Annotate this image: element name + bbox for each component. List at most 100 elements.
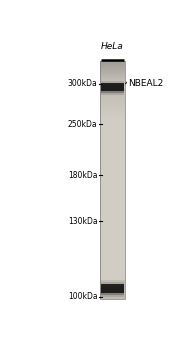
Bar [100, 268, 125, 269]
Bar [100, 226, 125, 227]
Bar [100, 95, 125, 96]
Bar [100, 150, 125, 152]
Bar [100, 125, 125, 126]
Bar [100, 107, 125, 108]
Bar [100, 290, 125, 292]
Bar [100, 229, 125, 230]
Bar [100, 224, 125, 225]
Bar [100, 231, 125, 232]
Bar [100, 84, 125, 85]
Bar [100, 143, 125, 144]
Bar [100, 89, 125, 90]
Bar [100, 298, 125, 299]
Bar [100, 295, 125, 296]
Bar [100, 110, 125, 111]
Bar [100, 192, 125, 193]
Bar [100, 197, 125, 198]
Bar [100, 253, 125, 254]
Bar [100, 173, 125, 174]
Bar [100, 156, 125, 157]
Bar [101, 88, 124, 93]
Bar [101, 85, 124, 91]
Bar [100, 224, 125, 225]
Bar [100, 176, 125, 177]
Bar [100, 73, 125, 75]
Bar [100, 147, 125, 148]
Bar [100, 177, 125, 178]
Text: 130kDa: 130kDa [68, 217, 97, 226]
Bar [100, 92, 125, 93]
Bar [100, 61, 125, 299]
Bar [100, 277, 125, 278]
Bar [100, 159, 125, 160]
Bar [100, 148, 125, 149]
Bar [100, 233, 125, 234]
Bar [100, 260, 125, 261]
Bar [100, 154, 125, 155]
Bar [100, 280, 125, 281]
Bar [100, 139, 125, 140]
Bar [100, 212, 125, 214]
Bar [100, 216, 125, 217]
Bar [100, 250, 125, 251]
Bar [100, 228, 125, 229]
Bar [100, 240, 125, 241]
Bar [100, 292, 125, 293]
Bar [100, 182, 125, 183]
Bar [100, 140, 125, 141]
Bar [100, 288, 125, 289]
Bar [100, 281, 125, 282]
Bar [100, 186, 125, 187]
Bar [100, 257, 125, 258]
Bar [100, 162, 125, 163]
Bar [100, 243, 125, 244]
Bar [100, 239, 125, 240]
Bar [100, 262, 125, 264]
Bar [100, 227, 125, 228]
Bar [100, 183, 125, 184]
Bar [100, 189, 125, 190]
Bar [100, 104, 125, 105]
Text: 250kDa: 250kDa [68, 120, 97, 129]
Bar [100, 82, 125, 83]
Bar [100, 112, 125, 113]
Bar [100, 135, 125, 137]
Text: 180kDa: 180kDa [68, 171, 97, 180]
Bar [100, 254, 125, 256]
Bar [100, 225, 125, 226]
Bar [100, 244, 125, 245]
Bar [101, 282, 124, 289]
Bar [100, 134, 125, 135]
Bar [100, 119, 125, 120]
Bar [100, 278, 125, 279]
Bar [100, 162, 125, 163]
Bar [100, 232, 125, 233]
Bar [100, 63, 125, 64]
Bar [100, 78, 125, 79]
Bar [100, 70, 125, 71]
Bar [100, 180, 125, 181]
Bar [100, 196, 125, 197]
Bar [101, 290, 124, 297]
Bar [100, 108, 125, 109]
Bar [100, 146, 125, 147]
Bar [100, 164, 125, 165]
Bar [100, 209, 125, 210]
Bar [100, 272, 125, 273]
Bar [100, 166, 125, 167]
Bar [100, 122, 125, 124]
Bar [100, 223, 125, 224]
Bar [100, 112, 125, 113]
Bar [100, 83, 125, 84]
Bar [101, 286, 124, 293]
Bar [100, 118, 125, 119]
Bar [100, 208, 125, 209]
Bar [100, 202, 125, 203]
Bar [100, 263, 125, 264]
Bar [100, 276, 125, 277]
Bar [101, 83, 124, 89]
Bar [100, 158, 125, 159]
Bar [100, 294, 125, 295]
Bar [100, 155, 125, 156]
Bar [100, 232, 125, 233]
